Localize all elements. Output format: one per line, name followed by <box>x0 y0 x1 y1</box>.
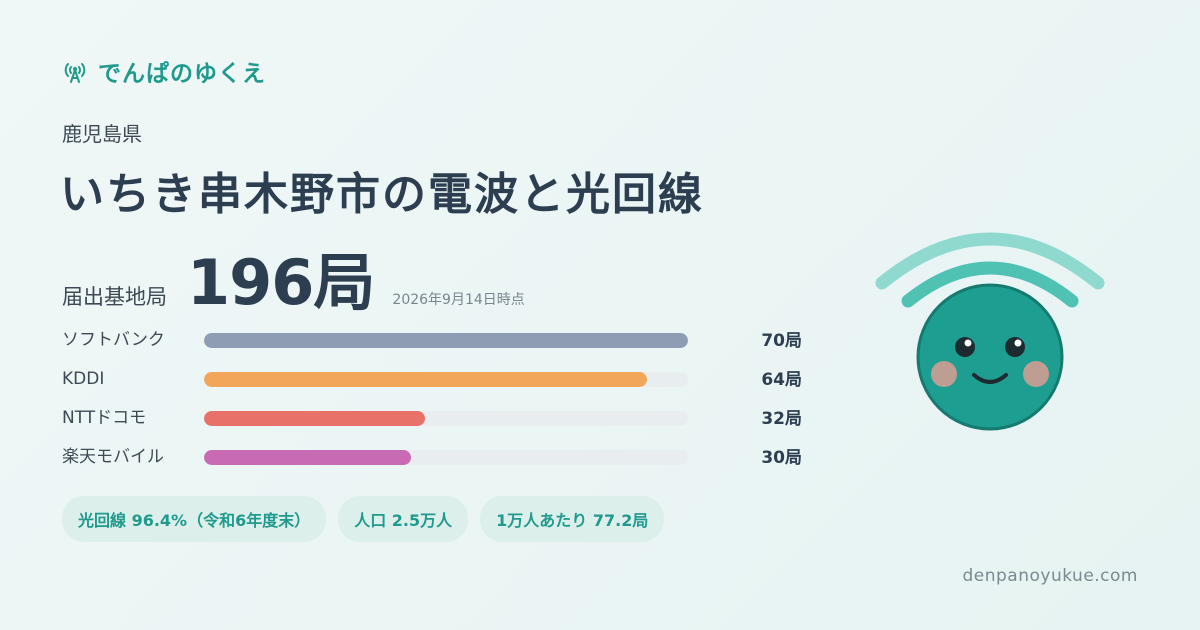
carrier-name: KDDI <box>62 369 105 389</box>
wave-outer <box>875 232 1105 290</box>
wave-inner <box>901 261 1079 308</box>
population-chip: 人口 2.5万人 <box>338 496 469 542</box>
brand: でんぱのゆくえ <box>62 54 266 88</box>
bar-track <box>204 333 688 348</box>
carrier-row: 楽天モバイル 30局 <box>62 445 807 484</box>
carrier-bars: ソフトバンク 70局 KDDI 64局 NTTドコモ 32局 楽天モバイル 30… <box>62 328 807 484</box>
carrier-row: NTTドコモ 32局 <box>62 406 807 445</box>
prefecture: 鹿児島県 <box>62 122 142 146</box>
left-cheek <box>931 361 957 387</box>
right-cheek <box>1023 361 1049 387</box>
carrier-count: 64局 <box>761 370 802 390</box>
per-capita-chip: 1万人あたり 77.2局 <box>480 496 665 542</box>
carrier-row: ソフトバンク 70局 <box>62 328 807 367</box>
fiber-chip: 光回線 96.4%（令和6年度末） <box>62 496 327 542</box>
carrier-name: NTTドコモ <box>62 408 147 428</box>
total-value: 196局 <box>187 246 375 319</box>
total-stations: 届出基地局 196局 2026年9月14日時点 <box>62 232 525 322</box>
total-label: 届出基地局 <box>62 285 167 309</box>
total-date: 2026年9月14日時点 <box>392 292 525 308</box>
bar-fill <box>204 411 426 426</box>
wifi-face-mascot <box>875 232 1105 431</box>
smile <box>972 373 1008 384</box>
bar-fill <box>204 450 412 465</box>
bar-fill <box>204 333 688 348</box>
carrier-count: 70局 <box>761 331 802 351</box>
left-eye <box>955 337 975 357</box>
carrier-count: 30局 <box>761 448 802 468</box>
bar-fill <box>204 372 647 387</box>
carrier-name: 楽天モバイル <box>62 447 164 467</box>
right-eye <box>1005 337 1025 357</box>
bar-track <box>204 411 688 426</box>
page-title: いちき串木野市の電波と光回線 <box>60 169 704 220</box>
stats-chips: 光回線 96.4%（令和6年度末） 人口 2.5万人 1万人あたり 77.2局 <box>62 496 665 542</box>
carrier-count: 32局 <box>761 409 802 429</box>
site-url: denpanoyukue.com <box>962 566 1138 586</box>
brand-name: でんぱのゆくえ <box>98 61 266 87</box>
mascot-body <box>916 283 1064 431</box>
antenna-icon <box>64 63 86 83</box>
carrier-row: KDDI 64局 <box>62 367 807 406</box>
bar-track <box>204 450 688 465</box>
carrier-name: ソフトバンク <box>62 330 165 350</box>
bar-track <box>204 372 688 387</box>
